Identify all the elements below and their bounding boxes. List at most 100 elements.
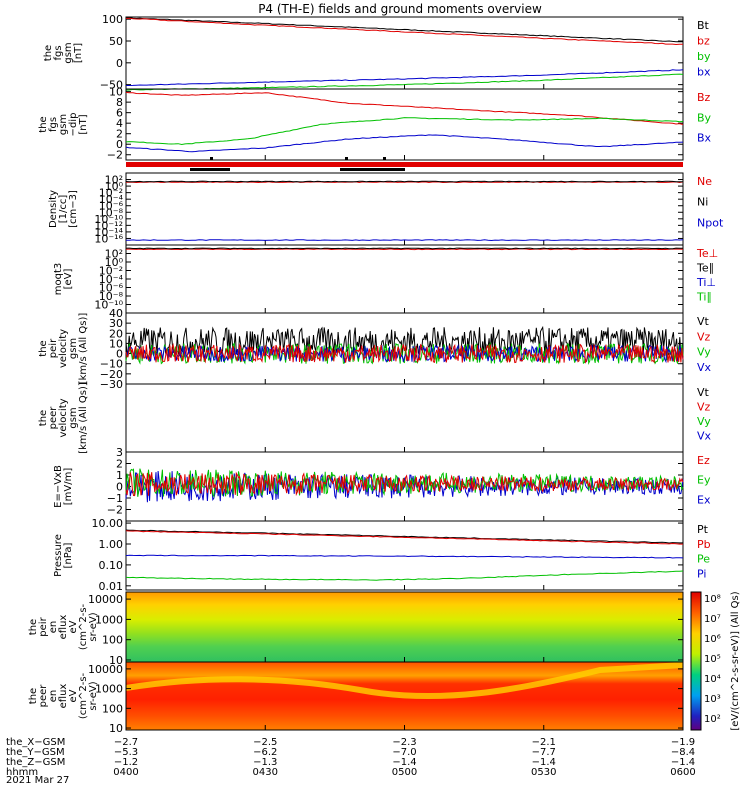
colorbar-tick-label: 10⁶ xyxy=(704,634,721,645)
legend-entry: Ti⊥ xyxy=(696,276,716,289)
y-axis-label: [km/s (All Qs)] xyxy=(78,382,89,454)
y-axis-label: the xyxy=(38,410,49,426)
y-tick-label: 10² xyxy=(105,248,123,261)
x-axis-value: −5.3 xyxy=(114,747,138,758)
y-axis-label: velocity xyxy=(58,329,69,368)
legend-entry: Pb xyxy=(697,538,711,551)
legend-entry: Vx xyxy=(697,361,712,374)
legend-entry: Ey xyxy=(697,474,711,487)
y-axis-label: [nT] xyxy=(73,43,84,63)
y-tick-label: 0.01 xyxy=(99,580,124,593)
y-tick-label: 10⁻² xyxy=(99,187,123,200)
x-axis-row-label: the_Y−GSM xyxy=(6,747,65,758)
flag-bar-black xyxy=(190,168,230,171)
y-axis-label: [cm−3] xyxy=(68,190,79,228)
flag-marker xyxy=(345,157,348,160)
legend-entry: Vx xyxy=(697,430,712,443)
y-tick-label: 0 xyxy=(116,348,123,361)
y-tick-label: 10⁻² xyxy=(99,265,123,278)
x-axis-value: −1.2 xyxy=(114,757,138,768)
series-line-Te∥ xyxy=(125,247,684,250)
y-axis-label: Pressure xyxy=(53,534,64,577)
flag-marker xyxy=(383,157,386,160)
series-line-Ni xyxy=(125,180,683,183)
y-tick-label: 10000 xyxy=(88,593,123,606)
y-tick-label: 2 xyxy=(116,458,123,471)
y-axis-label: the xyxy=(28,619,39,635)
flag-bar-red xyxy=(126,162,683,167)
colorbar-tick-label: 10⁴ xyxy=(704,674,721,685)
y-tick-label: 0 xyxy=(116,481,123,494)
panel-frame-temperature xyxy=(125,244,684,314)
colorbar-tick-label: 10³ xyxy=(704,694,721,705)
series-line-Npot xyxy=(125,239,684,242)
legend-entry: By xyxy=(697,111,712,124)
legend-entry: Bx xyxy=(697,132,712,145)
y-tick-label: 10 xyxy=(109,722,123,735)
y-tick-label: 30 xyxy=(109,317,123,330)
y-axis-label: gsm xyxy=(68,407,79,428)
legend-entry: Bt xyxy=(697,19,710,32)
series-line-Pb xyxy=(125,530,683,545)
legend-entry: Ez xyxy=(697,454,710,467)
y-tick-label: 10⁻⁶ xyxy=(99,200,124,213)
y-tick-label: −2 xyxy=(107,149,123,162)
series-line-Bx xyxy=(125,134,684,153)
legend-entry: Vy xyxy=(697,415,711,428)
legend-entry: Vt xyxy=(697,386,710,399)
y-axis-label: velocity xyxy=(58,398,69,437)
legend-entry: Ex xyxy=(697,493,711,506)
x-axis-value: −2.5 xyxy=(253,737,277,748)
x-axis-value: 0600 xyxy=(670,767,695,778)
y-axis-label: en xyxy=(48,690,59,703)
y-tick-label: 100 xyxy=(102,634,123,647)
y-axis-label: −dip xyxy=(68,113,79,137)
y-tick-label: 10⁻⁸ xyxy=(99,206,124,219)
series-line-Bt xyxy=(125,17,684,43)
x-axis-value: −1.4 xyxy=(392,757,416,768)
panel-frame-fgs_gse xyxy=(125,88,684,161)
y-tick-label: 50 xyxy=(109,35,123,48)
y-axis-label: fgs xyxy=(53,45,64,60)
legend-entry: Te∥ xyxy=(696,262,714,275)
y-tick-label: 8 xyxy=(116,96,123,109)
y-axis-label: fgs xyxy=(48,117,59,132)
x-axis-value: −1.9 xyxy=(671,737,695,748)
y-tick-label: 1 xyxy=(116,469,123,482)
x-axis-value: −7.7 xyxy=(532,747,556,758)
y-tick-label: 10⁻⁸ xyxy=(99,290,124,303)
y-tick-label: 10⁰ xyxy=(105,256,124,269)
x-axis-value: −7.0 xyxy=(392,747,416,758)
colorbar xyxy=(690,591,702,731)
x-axis-value: −1.3 xyxy=(253,757,277,768)
y-tick-label: −2 xyxy=(107,504,123,517)
x-axis-value: −2.1 xyxy=(532,737,556,748)
y-tick-label: −50 xyxy=(100,79,123,92)
series-line-Te⊥ xyxy=(125,248,684,251)
series-line-Pe xyxy=(125,570,684,581)
x-axis-row-label: the_Z−GSM xyxy=(6,757,65,768)
y-axis-label: E=−VxB xyxy=(53,465,64,508)
y-tick-label: 3 xyxy=(116,446,123,459)
y-axis-label: peir xyxy=(48,338,59,358)
legend-entry: by xyxy=(697,50,711,63)
y-axis-label: peer xyxy=(38,684,49,708)
panel-frame-density xyxy=(125,172,684,246)
y-tick-label: 10⁻¹² xyxy=(94,219,123,232)
y-tick-label: 10 xyxy=(109,337,123,350)
y-axis-label: [nT] xyxy=(78,114,89,134)
panel-frame-peer_velocity xyxy=(125,383,684,453)
legend-entry: Ne xyxy=(697,175,712,188)
y-tick-label: 10 xyxy=(109,86,123,99)
y-axis-label: en xyxy=(48,621,59,634)
y-axis-label: the xyxy=(43,45,54,61)
y-axis-label: peir xyxy=(38,616,49,636)
legend-entry: Te⊥ xyxy=(696,247,718,260)
y-axis-label: moqt3 xyxy=(53,263,64,296)
y-tick-label: 1000 xyxy=(95,683,123,696)
legend-entry: Ti∥ xyxy=(696,291,712,304)
x-axis-value: −8.4 xyxy=(671,747,695,758)
y-tick-label: 10000 xyxy=(88,663,123,676)
y-tick-label: 10² xyxy=(105,174,123,187)
y-tick-label: 40 xyxy=(109,307,123,320)
